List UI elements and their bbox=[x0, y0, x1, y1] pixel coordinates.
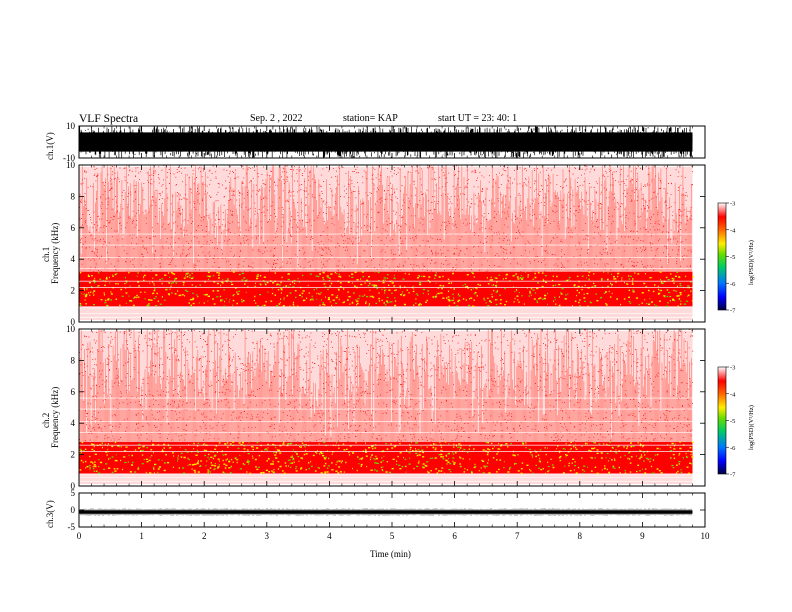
ch1-spectrogram-y-tick-label: 4 bbox=[71, 254, 76, 264]
colorbar-tick-label: -3 bbox=[730, 365, 735, 372]
colorbar-tick-label: -4 bbox=[730, 227, 736, 234]
x-tick-label: 0 bbox=[77, 531, 82, 541]
ch2-colorbar: -3 -4 -5 -6 -7 bbox=[717, 365, 736, 479]
ch2-spectrogram-y-tick-label: 2 bbox=[71, 450, 76, 460]
colorbar2-label: log(PSD)(V²/Hz) bbox=[748, 405, 755, 450]
ch1-spectrogram-plot bbox=[78, 164, 695, 320]
colorbar-tick-label: -4 bbox=[730, 391, 736, 398]
ch1-waveform-y-tick-label: -10 bbox=[63, 153, 75, 163]
ch2-spectrogram-ylabel-freq: Frequency (kHz) bbox=[50, 386, 60, 448]
x-tick-label: 1 bbox=[139, 531, 144, 541]
x-axis-label: Time (min) bbox=[370, 549, 411, 559]
ch2-spectrogram-y-tick-label: 0 bbox=[71, 481, 76, 491]
ch1-waveform-y-tick-label: 10 bbox=[66, 121, 76, 131]
x-ticks: 0 1 2 3 4 5 6 7 8 9 10 bbox=[77, 493, 710, 541]
figure-title: VLF Spectra bbox=[79, 113, 139, 125]
colorbar1-label: log(PSD)(V²/Hz) bbox=[748, 240, 755, 285]
ch3-waveform-y-tick-label: 0 bbox=[71, 505, 76, 515]
start-time-label: start UT = 23: 40: 1 bbox=[438, 113, 518, 124]
ch1-spectrogram-y-tick-label: 8 bbox=[71, 191, 76, 201]
ch1-spectrogram-y-tick-label: 0 bbox=[71, 317, 76, 327]
x-ticks bbox=[78, 329, 706, 486]
colorbar-tick-label: -7 bbox=[730, 472, 736, 479]
colorbar-tick-label: -5 bbox=[730, 418, 735, 425]
ch1-waveform-plot bbox=[78, 126, 693, 158]
colorbar-gradient bbox=[717, 366, 727, 475]
ch3-waveform-ylabel: ch.3(V) bbox=[45, 500, 55, 528]
ch3-waveform-plot bbox=[78, 508, 693, 516]
spectrogram-yellow bbox=[79, 441, 694, 475]
date-label: Sep. 2 , 2022 bbox=[250, 113, 303, 124]
ch2-spectrogram-y-tick-label: 4 bbox=[71, 418, 76, 428]
x-tick-label: 8 bbox=[578, 531, 583, 541]
x-tick-label: 5 bbox=[390, 531, 395, 541]
colorbar-tick-label: -6 bbox=[730, 445, 736, 452]
ch1-spectrogram-ylabel-freq: Frequency (kHz) bbox=[50, 222, 60, 284]
ch1-spectrogram-y-tick-label: 6 bbox=[71, 223, 76, 233]
colorbar-gradient bbox=[717, 202, 727, 311]
x-tick-label: 9 bbox=[640, 531, 645, 541]
ch2-spectrogram-plot bbox=[78, 328, 694, 484]
spectrogram-strong-band bbox=[79, 442, 693, 474]
spectrogram-green bbox=[79, 271, 692, 307]
ch1-spectrogram-y-tick-label: 10 bbox=[66, 160, 76, 170]
spectrogram-yellow bbox=[79, 271, 695, 307]
colorbar-tick-label: -6 bbox=[730, 281, 736, 288]
x-tick-label: 2 bbox=[202, 531, 207, 541]
ch3-waveform-y-tick-label: 5 bbox=[71, 488, 76, 498]
x-tick-label: 3 bbox=[265, 531, 270, 541]
ch1-waveform-ylabel: ch.1(V) bbox=[45, 132, 55, 160]
x-tick-label: 6 bbox=[452, 531, 457, 541]
ch3-waveform-y-tick-label: -5 bbox=[68, 522, 76, 532]
ch3-waveform-band bbox=[79, 510, 693, 514]
ch2-spectrogram-y-tick-label: 8 bbox=[71, 355, 76, 365]
x-ticks bbox=[78, 126, 706, 158]
x-tick-label: 4 bbox=[327, 531, 332, 541]
ch1-spectrogram-y-tick-label: 2 bbox=[71, 286, 76, 296]
colorbar-tick-label: -3 bbox=[730, 201, 735, 208]
ch1-colorbar: -3 -4 -5 -6 -7 bbox=[717, 201, 736, 315]
ch2-spectrogram-y-tick-label: 6 bbox=[71, 387, 76, 397]
colorbar-tick-label: -5 bbox=[730, 254, 735, 261]
spectrogram-strong-band bbox=[79, 271, 693, 307]
ch2-spectrogram-y-tick-label: 10 bbox=[66, 324, 76, 334]
x-tick-label: 7 bbox=[515, 531, 520, 541]
spectrogram-speckle bbox=[79, 164, 693, 273]
ch3-waveform-line bbox=[78, 508, 692, 516]
spectrogram-green bbox=[79, 441, 693, 474]
x-tick-label: 10 bbox=[701, 531, 711, 541]
station-label: station= KAP bbox=[343, 113, 398, 124]
colorbar-tick-label: -7 bbox=[730, 308, 736, 315]
x-ticks bbox=[78, 165, 706, 322]
